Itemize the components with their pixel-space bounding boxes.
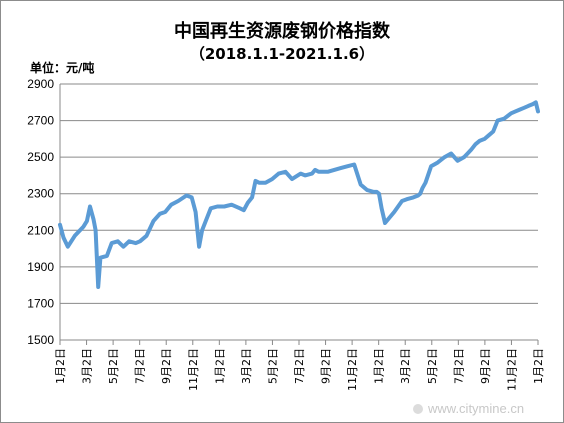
gridlines — [59, 83, 538, 341]
x-tick-label: 5月2日 — [266, 348, 279, 384]
y-tick-label: 2300 — [27, 187, 54, 201]
x-tick-label: 9月2日 — [479, 348, 492, 384]
watermark-text: www.citymine.cn — [427, 401, 524, 416]
series-line — [58, 100, 540, 289]
x-tick-label: 7月2日 — [452, 348, 465, 384]
x-tick-label: 7月2日 — [293, 348, 306, 384]
y-tick-label: 2100 — [27, 223, 54, 237]
x-tick-label: 1月2日 — [532, 348, 545, 384]
x-tick-label: 5月2日 — [107, 348, 120, 384]
y-tick-label: 1900 — [27, 260, 54, 274]
x-tick-label: 11月2日 — [187, 348, 200, 391]
y-tick-label: 1700 — [27, 296, 54, 310]
x-tick-label: 9月2日 — [160, 348, 173, 384]
x-tick-label: 3月2日 — [399, 348, 412, 384]
x-tick-label: 11月2日 — [505, 348, 518, 391]
x-tick-label: 1月2日 — [373, 348, 386, 384]
x-tick-label: 1月2日 — [54, 348, 67, 384]
x-tick-label: 7月2日 — [134, 348, 147, 384]
x-tick-label: 11月2日 — [346, 348, 359, 391]
y-tick-label: 1500 — [27, 333, 54, 347]
series-group — [58, 100, 540, 289]
watermark: www.citymine.cn — [413, 401, 524, 416]
y-tick-label: 2900 — [27, 77, 54, 91]
x-tick-label: 3月2日 — [81, 348, 94, 384]
x-axis-ticks: 1月2日 3月2日 5月2日 7月2日 9月2日 11月2日 1月2日 3月2日 5月2日 7月2… — [54, 340, 545, 391]
chart-subtitle: （2018.1.1-2021.1.6） — [190, 45, 374, 63]
y-tick-label: 2500 — [27, 150, 54, 164]
y-axis-unit-label: 单位：元/吨 — [30, 60, 94, 75]
x-tick-label: 1月2日 — [213, 348, 226, 384]
y-axis-ticks: 1500 1700 1900 2100 2300 2500 2700 2900 — [27, 77, 54, 347]
x-tick-label: 5月2日 — [426, 348, 439, 384]
watermark-logo-icon — [413, 404, 423, 414]
x-tick-label: 9月2日 — [320, 348, 333, 384]
y-tick-label: 2700 — [27, 114, 54, 128]
x-tick-label: 3月2日 — [240, 348, 253, 384]
chart-title: 中国再生资源废钢价格指数 — [174, 20, 391, 42]
